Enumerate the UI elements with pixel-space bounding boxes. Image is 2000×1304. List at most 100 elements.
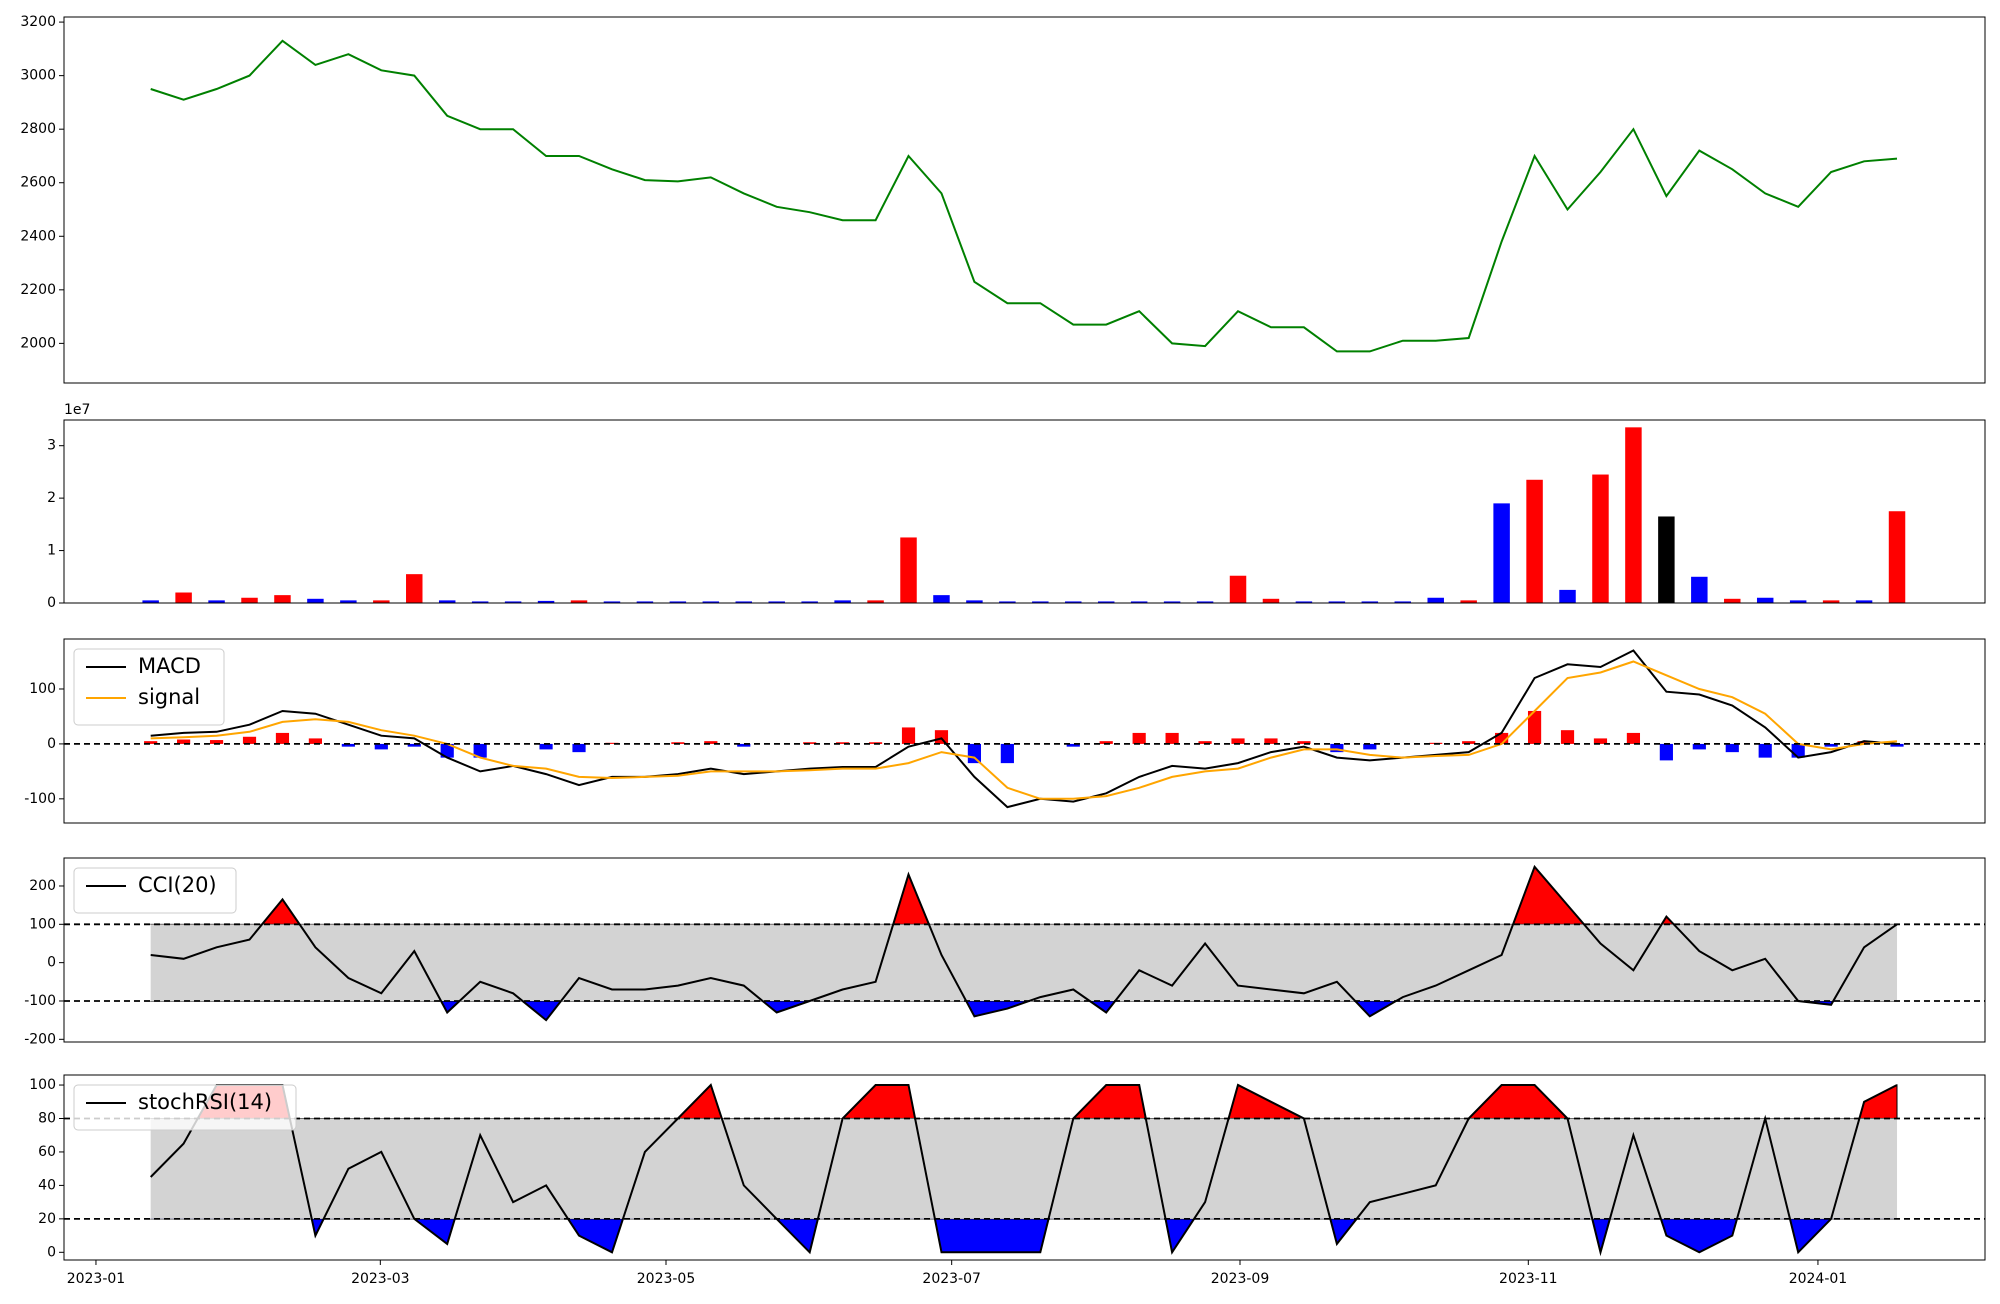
histogram-bar (275, 732, 290, 744)
histogram-bar (1099, 741, 1113, 744)
histogram-bar (539, 743, 553, 750)
y-tick-label: 20 (38, 1211, 56, 1227)
volume-bar (142, 600, 159, 603)
y-tick-label: 100 (29, 681, 56, 697)
volume-bar (373, 600, 390, 603)
y-tick-label: 100 (29, 1077, 56, 1093)
y-tick-label: 2000 (20, 335, 56, 351)
histogram-bar (1198, 741, 1212, 744)
volume-bar (735, 601, 753, 603)
volume-bar (1460, 600, 1477, 603)
y-tick-label: -100 (24, 993, 56, 1009)
volume-bar (471, 601, 489, 603)
volume-bar (1196, 601, 1214, 603)
volume-bar (801, 601, 818, 603)
volume-bar (636, 601, 654, 603)
volume-bar (999, 601, 1016, 603)
y-tick-label: 80 (38, 1110, 56, 1126)
legend-label: MACD (138, 654, 201, 678)
histogram-bar (440, 743, 454, 758)
y-tick-label: 2800 (20, 121, 56, 137)
legend-label: CCI(20) (138, 873, 217, 897)
histogram-bar (1758, 743, 1772, 758)
volume-bar (504, 601, 522, 603)
volume-bar (241, 597, 258, 603)
histogram-bar (1231, 738, 1245, 744)
y-tick-label: 40 (38, 1177, 56, 1193)
y-tick-label: 0 (47, 1244, 56, 1260)
histogram-bar (737, 743, 751, 747)
legend-label: signal (138, 685, 200, 709)
y-tick-label: 60 (38, 1144, 56, 1160)
volume-bar (570, 600, 588, 603)
volume-bar (1658, 516, 1675, 603)
histogram-bar (242, 736, 257, 744)
histogram-bar (407, 743, 421, 747)
legend: MACD signal (73, 648, 225, 726)
panel-frame (63, 857, 1986, 1043)
histogram-bar (1692, 743, 1706, 750)
volume-bar (1855, 600, 1873, 603)
volume-bar (1295, 601, 1313, 603)
y-tick-label: -100 (24, 791, 56, 807)
histogram-bar (1626, 732, 1641, 744)
x-tick-label: 2023-09 (1211, 1271, 1270, 1287)
volume-bar (603, 601, 621, 603)
x-tick-label: 2024-01 (1789, 1271, 1848, 1287)
indicator-line (150, 649, 1898, 809)
volume-bar (1163, 601, 1181, 603)
y-tick-label: 0 (47, 955, 56, 971)
histogram-bar (704, 741, 718, 744)
volume-bar (1262, 598, 1280, 603)
indicator-line (150, 660, 1898, 800)
indicator-line (149, 1083, 1898, 1257)
histogram-bar (177, 739, 191, 744)
volume-bar (867, 600, 884, 603)
panel: -100 0 100 MACD signal (24, 638, 1986, 824)
volume-bar (1394, 601, 1412, 603)
overbought-fill (150, 1084, 1898, 1119)
legend: stochRSI(14) (73, 1084, 297, 1131)
volume-bar (1427, 597, 1444, 603)
volume-bar (1592, 474, 1609, 603)
volume-bar (669, 601, 687, 603)
volume-bar (1625, 427, 1642, 603)
volume-bar (438, 600, 456, 603)
histogram-bar (1066, 743, 1080, 747)
volume-bar (1328, 601, 1346, 603)
volume-bar (1559, 589, 1576, 603)
y-tick-label: 2600 (20, 175, 56, 191)
y-tick-label: 100 (29, 916, 56, 932)
panel: 2000 2200 2400 2600 2800 3000 3200 (20, 14, 1986, 384)
y-tick-label: 3 (47, 438, 56, 454)
legend: CCI(20) (73, 867, 237, 914)
histogram-bar (1495, 732, 1509, 744)
histogram-bar (1890, 743, 1904, 747)
histogram-bar (308, 738, 323, 744)
volume-bar (1130, 601, 1148, 603)
histogram-bar (836, 742, 850, 744)
histogram-bar (901, 727, 916, 744)
histogram-bar (1000, 743, 1014, 764)
histogram-bar (967, 743, 982, 764)
legend-box (73, 867, 237, 914)
y-tick-label: 3000 (20, 68, 56, 84)
volume-bar (702, 601, 720, 603)
volume-bar (208, 600, 225, 603)
volume-bar (834, 600, 851, 603)
histogram-bar (1659, 743, 1673, 761)
volume-bar (1229, 575, 1247, 603)
panel-frame (63, 16, 1986, 384)
y-tick-label: 0 (47, 736, 56, 752)
histogram-bar (1462, 741, 1476, 744)
y-tick-label: 1 (47, 543, 56, 559)
volume-bar (1493, 503, 1510, 603)
x-tick-label: 2023-03 (351, 1271, 410, 1287)
panel-frame (63, 638, 1986, 824)
indicator-line (150, 864, 1898, 1022)
histogram-bar (1363, 743, 1377, 750)
histogram-bar (1132, 732, 1146, 744)
panel-frame (63, 419, 1986, 604)
x-tick-label: 2023-01 (67, 1271, 126, 1287)
